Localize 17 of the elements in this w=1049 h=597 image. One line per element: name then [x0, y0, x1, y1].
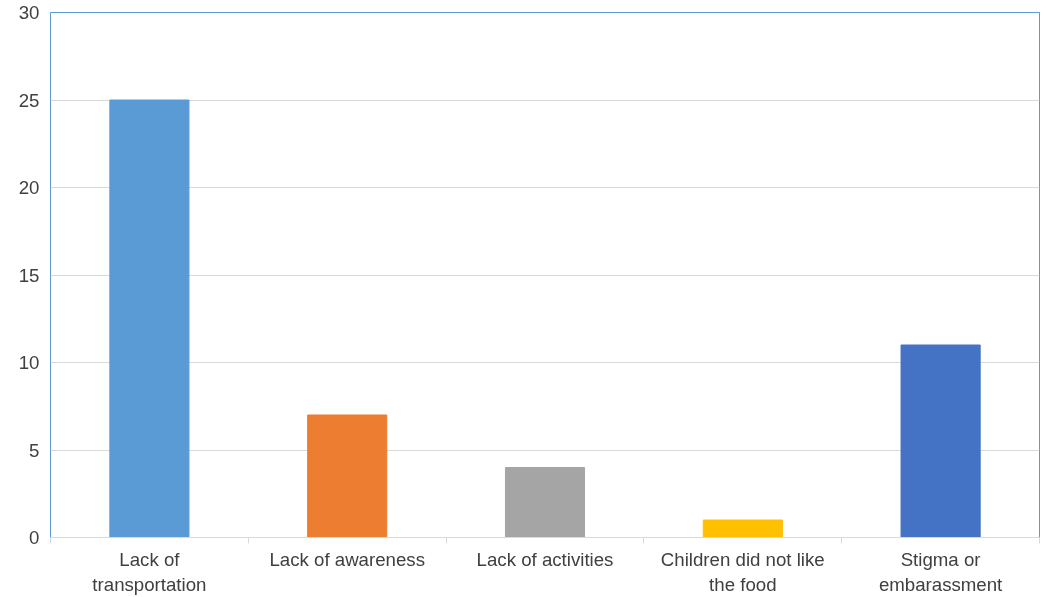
- bar: [109, 99, 190, 538]
- x-tick-label: Stigma or embarassment: [878, 548, 1004, 595]
- y-tick-label: 15: [18, 264, 40, 286]
- y-tick-label: 20: [18, 177, 40, 198]
- y-tick-label: 5: [29, 439, 40, 461]
- x-tick-label: Children did not like the food: [660, 548, 825, 595]
- x-tick-label: Lack of activities: [476, 548, 614, 570]
- bar: [307, 414, 388, 538]
- x-tick-label: Lack of awareness: [269, 548, 425, 570]
- bar: [702, 519, 783, 538]
- y-tick-label: 0: [29, 527, 40, 548]
- bar: [900, 344, 981, 538]
- x-tick-label: Lack of transportation: [92, 548, 207, 595]
- y-tick-label: 10: [18, 352, 40, 373]
- y-tick-label: 30: [18, 2, 40, 23]
- bar: [504, 467, 586, 538]
- y-tick-label: 25: [18, 89, 40, 111]
